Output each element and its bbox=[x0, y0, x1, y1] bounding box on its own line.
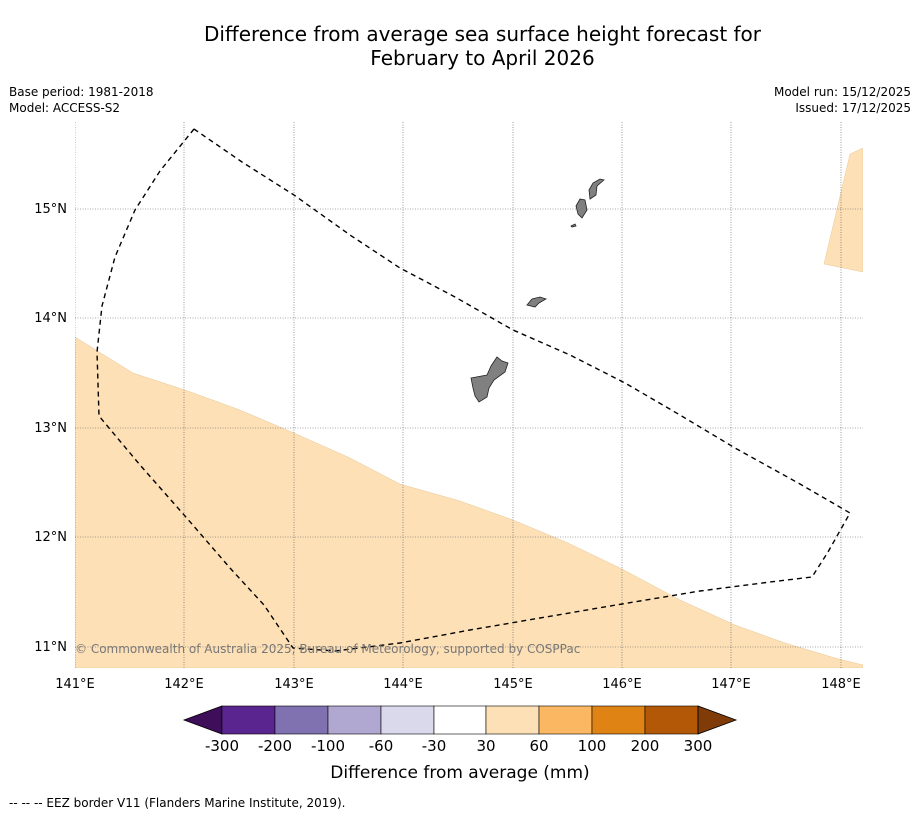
island-tinian bbox=[575, 198, 588, 219]
colorbar-extend-low bbox=[182, 705, 223, 735]
meta-left: Base period: 1981-2018 Model: ACCESS-S2 bbox=[9, 84, 154, 116]
colorbar-label: Difference from average (mm) bbox=[330, 763, 589, 783]
colorbar-bin-6 bbox=[485, 705, 540, 735]
colorbar-bin-4 bbox=[380, 705, 435, 735]
base-period-text: Base period: 1981-2018 bbox=[9, 85, 154, 99]
meta-right: Model run: 15/12/2025 Issued: 17/12/2025 bbox=[774, 84, 911, 116]
colorbar-extend-high bbox=[697, 705, 738, 735]
colorbar-bin-7 bbox=[538, 705, 593, 735]
lon-label-147: 147°E bbox=[711, 677, 751, 692]
islands bbox=[470, 178, 605, 403]
island-rota bbox=[526, 296, 547, 308]
lon-label-144: 144°E bbox=[383, 677, 423, 692]
colorbar-tick-label: -300 bbox=[205, 737, 239, 755]
lon-label-141: 141°E bbox=[55, 677, 95, 692]
colorbar-bin-1 bbox=[221, 705, 276, 735]
colorbar-bin-9 bbox=[644, 705, 699, 735]
lat-label-14: 14°N bbox=[34, 311, 67, 326]
colorbar-bin-5 bbox=[433, 705, 487, 735]
lat-label-11: 11°N bbox=[34, 640, 67, 655]
chart-title: Difference from average sea surface heig… bbox=[0, 22, 919, 70]
model-text: Model: ACCESS-S2 bbox=[9, 101, 121, 115]
copyright-notice: © Commonwealth of Australia 2025, Bureau… bbox=[75, 642, 580, 656]
title-line-1: Difference from average sea surface heig… bbox=[203, 22, 762, 46]
colorbar-tick-label: 60 bbox=[529, 737, 548, 755]
issued-text: Issued: 17/12/2025 bbox=[795, 101, 911, 115]
lat-label-13: 13°N bbox=[34, 421, 67, 436]
colorbar-tick-label: -200 bbox=[258, 737, 292, 755]
island-guam bbox=[470, 356, 509, 403]
latitude-labels: 15°N 14°N 13°N 12°N 11°N bbox=[34, 202, 67, 655]
island-aguijan bbox=[570, 223, 577, 228]
longitude-labels: 141°E 142°E 143°E 144°E 145°E 146°E 147°… bbox=[55, 677, 861, 692]
map-plot-area bbox=[75, 122, 863, 668]
island-saipan bbox=[588, 178, 605, 200]
colorbar-tick-label: -60 bbox=[369, 737, 394, 755]
colorbar-tick-label: 100 bbox=[578, 737, 607, 755]
eez-border bbox=[96, 128, 851, 652]
lon-label-146: 146°E bbox=[602, 677, 642, 692]
title-line-2: February to April 2026 bbox=[370, 46, 595, 70]
colorbar-bin-8 bbox=[591, 705, 646, 735]
lon-label-142: 142°E bbox=[164, 677, 204, 692]
colorbar-tick-label: 30 bbox=[476, 737, 495, 755]
anomaly-region-southwest bbox=[75, 336, 863, 668]
lon-label-148: 148°E bbox=[821, 677, 861, 692]
colorbar-bin-2 bbox=[274, 705, 329, 735]
colorbar-tick-label: 200 bbox=[631, 737, 660, 755]
lat-label-15: 15°N bbox=[34, 202, 67, 217]
anomaly-region-northeast bbox=[823, 147, 863, 273]
colorbar-tick-label: -100 bbox=[311, 737, 345, 755]
lat-label-12: 12°N bbox=[34, 530, 67, 545]
colorbar-tick-label: 300 bbox=[684, 737, 713, 755]
colorbar bbox=[182, 705, 738, 735]
colorbar-bin-3 bbox=[327, 705, 382, 735]
lon-label-143: 143°E bbox=[274, 677, 314, 692]
colorbar-tick-label: -30 bbox=[422, 737, 447, 755]
colorbar-ticks: -300 -200 -100 -60 -30 30 60 100 200 300 bbox=[205, 737, 712, 755]
model-run-text: Model run: 15/12/2025 bbox=[773, 85, 911, 99]
lon-label-145: 145°E bbox=[493, 677, 533, 692]
eez-footnote: -- -- -- EEZ border V11 (Flanders Marine… bbox=[9, 796, 346, 810]
graticule bbox=[75, 122, 863, 668]
map-figure: © Commonwealth of Australia 2025, Bureau… bbox=[34, 122, 863, 783]
